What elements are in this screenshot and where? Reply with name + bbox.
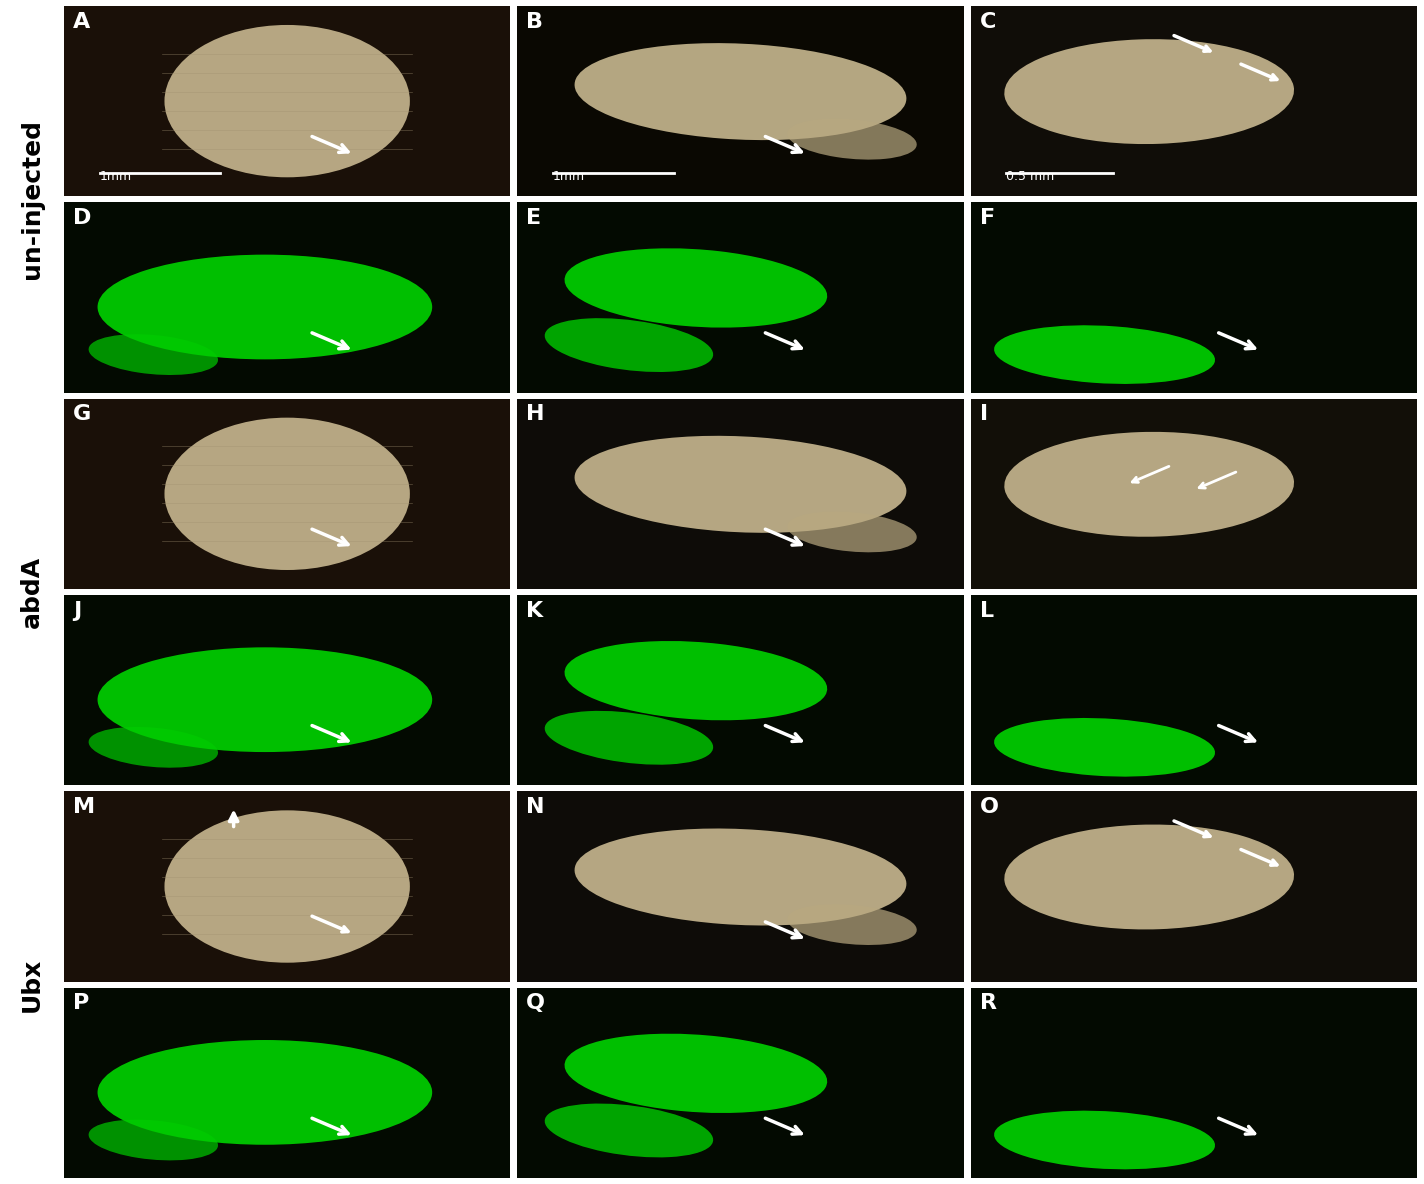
Text: N: N bbox=[527, 797, 545, 817]
Ellipse shape bbox=[564, 641, 827, 720]
Ellipse shape bbox=[164, 810, 410, 963]
Ellipse shape bbox=[97, 1040, 433, 1145]
Text: D: D bbox=[73, 208, 91, 229]
Text: C: C bbox=[980, 12, 995, 32]
Text: G: G bbox=[73, 404, 91, 424]
Ellipse shape bbox=[97, 648, 433, 752]
Ellipse shape bbox=[994, 718, 1215, 777]
Ellipse shape bbox=[787, 905, 917, 945]
Text: 1mm: 1mm bbox=[100, 170, 132, 184]
Ellipse shape bbox=[574, 829, 907, 926]
Text: E: E bbox=[527, 208, 541, 229]
Text: 1mm: 1mm bbox=[553, 170, 585, 184]
Ellipse shape bbox=[1004, 39, 1294, 144]
Text: F: F bbox=[980, 208, 995, 229]
Ellipse shape bbox=[787, 118, 917, 160]
Text: O: O bbox=[980, 797, 998, 817]
Text: B: B bbox=[527, 12, 544, 32]
Ellipse shape bbox=[88, 1120, 218, 1160]
Text: un-injected: un-injected bbox=[20, 120, 44, 279]
Ellipse shape bbox=[164, 418, 410, 570]
Ellipse shape bbox=[574, 436, 907, 533]
Ellipse shape bbox=[564, 249, 827, 328]
Ellipse shape bbox=[545, 710, 713, 765]
Text: J: J bbox=[73, 600, 81, 620]
Text: M: M bbox=[73, 797, 95, 817]
Text: H: H bbox=[527, 404, 545, 424]
Ellipse shape bbox=[88, 727, 218, 767]
Text: 0.5 mm: 0.5 mm bbox=[1007, 170, 1055, 184]
Ellipse shape bbox=[787, 511, 917, 552]
Ellipse shape bbox=[545, 318, 713, 372]
Ellipse shape bbox=[1004, 824, 1294, 929]
Text: R: R bbox=[980, 993, 997, 1014]
Text: L: L bbox=[980, 600, 994, 620]
Ellipse shape bbox=[545, 1103, 713, 1158]
Ellipse shape bbox=[88, 334, 218, 375]
Text: Ubx: Ubx bbox=[20, 958, 44, 1012]
Text: Q: Q bbox=[527, 993, 545, 1014]
Ellipse shape bbox=[994, 1111, 1215, 1170]
Ellipse shape bbox=[164, 25, 410, 178]
Ellipse shape bbox=[1004, 432, 1294, 536]
Text: P: P bbox=[73, 993, 90, 1014]
Ellipse shape bbox=[994, 326, 1215, 384]
Text: K: K bbox=[527, 600, 544, 620]
Text: I: I bbox=[980, 404, 988, 424]
Ellipse shape bbox=[564, 1034, 827, 1113]
Ellipse shape bbox=[97, 255, 433, 360]
Text: abdA: abdA bbox=[20, 556, 44, 628]
Text: A: A bbox=[73, 12, 90, 32]
Ellipse shape bbox=[574, 43, 907, 140]
